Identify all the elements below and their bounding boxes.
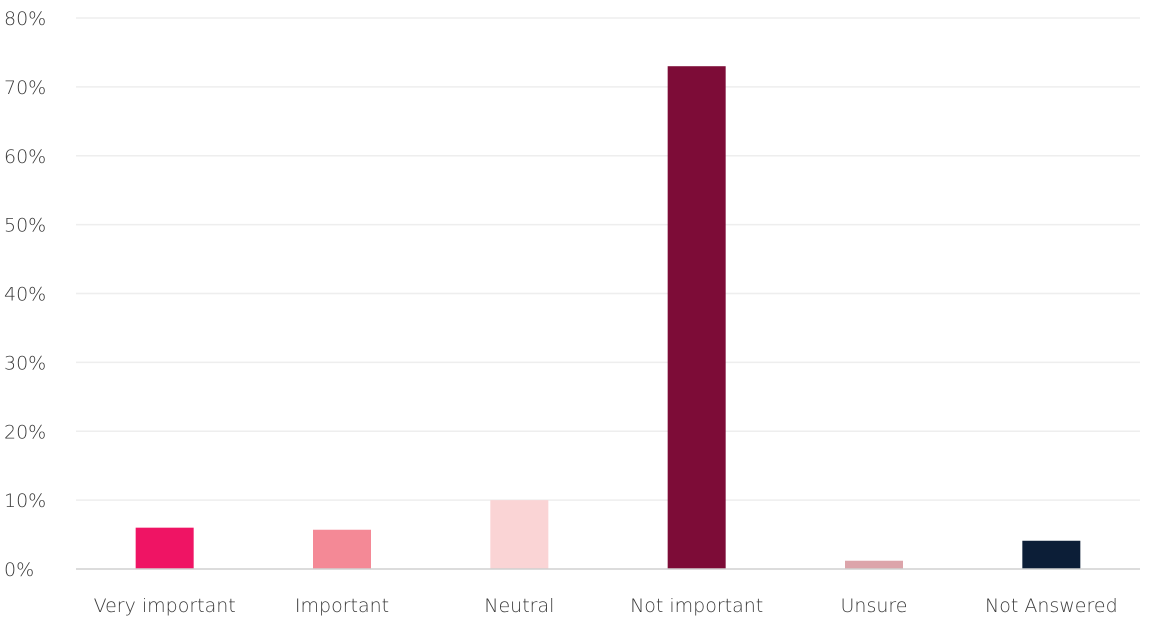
y-tick-label: 50% (4, 215, 46, 237)
y-tick-label: 0% (4, 559, 34, 581)
gridlines (76, 17, 1140, 501)
y-tick-label: 40% (4, 284, 46, 306)
y-axis-tick-labels: 0% 10% 20% 30% 40% 50% 60% 70% 80% (4, 8, 46, 581)
x-category-label: Important (295, 595, 389, 617)
y-tick-label: 80% (4, 8, 46, 30)
bars (135, 66, 1081, 570)
bar-very-important (135, 527, 194, 569)
bar-unsure (845, 560, 903, 569)
y-tick-label: 10% (4, 490, 46, 512)
x-category-label: Not important (630, 595, 763, 617)
bar-neutral (490, 500, 549, 569)
y-tick-label: 60% (4, 146, 46, 168)
x-category-label: Not Answered (985, 595, 1118, 617)
x-category-label: Very important (94, 595, 236, 617)
x-category-label: Unsure (841, 595, 908, 617)
bar-not-answered (1022, 540, 1081, 569)
y-tick-label: 30% (4, 352, 46, 374)
bar-not-important (667, 66, 726, 570)
y-tick-label: 70% (4, 77, 46, 99)
y-tick-label: 20% (4, 421, 46, 443)
x-axis-category-labels: Very important Important Neutral Not import… (94, 595, 1118, 617)
x-category-label: Neutral (484, 595, 554, 617)
bar-important (313, 529, 371, 569)
